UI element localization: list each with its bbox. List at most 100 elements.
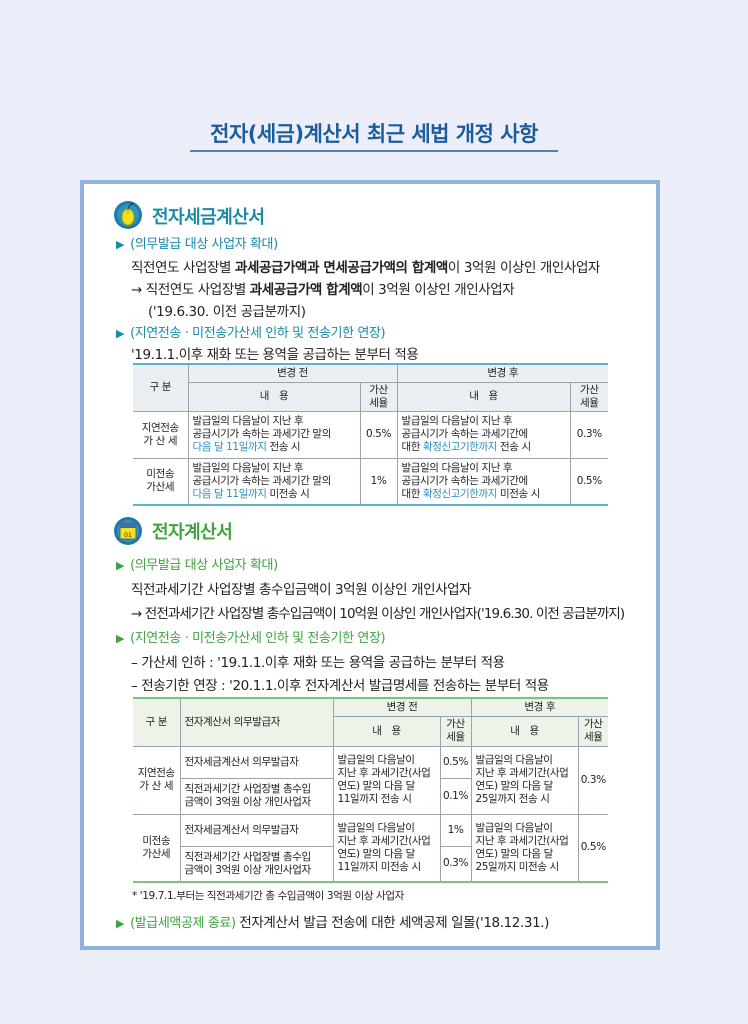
header-category: 구 분 xyxy=(133,363,189,412)
text: 발급일의 다음날이 지난 후 공급시기가 속하는 과세기간에 대한 xyxy=(401,461,529,500)
before-rate: 1% xyxy=(359,457,398,506)
text: 미전송 시 xyxy=(497,487,540,500)
issuer: 직전과세기간 사업장별 총수입 금액이 3억원 이상 개인사업자 xyxy=(180,777,334,815)
after-rate: 0.3% xyxy=(577,745,608,815)
text: 발급일의 다음날이 지난 후 공급시기가 속하는 과세기간 말의 xyxy=(192,415,332,440)
subheading-text: (의무발급 대상 사업자 확대) xyxy=(130,237,278,252)
table-row: 미전송 가산세 전자세금계산서 의무발급자 발급일의 다음날이 지난 후 과세기간(… xyxy=(133,813,608,883)
before-rate: 0.3% xyxy=(439,845,471,883)
issuer: 직전과세기간 사업장별 총수입 금액이 3억원 이상 개인사업자 xyxy=(180,845,334,883)
triangle-bullet-icon: ▶ xyxy=(116,917,125,930)
text-line: – 전송기한 연장 : '20.1.1.이후 전자계산서 발급명세를 전송하는 … xyxy=(131,678,549,694)
subheading-text: (지연전송 · 미전송가산세 인하 및 전송기한 연장) xyxy=(130,326,386,341)
row-label: 지연전송 가 산 세 xyxy=(133,410,189,459)
header-content: 내 용 xyxy=(333,715,441,747)
text-line: → 전전과세기간 사업장별 총수입금액이 10억원 이상인 개인사업자('19.… xyxy=(131,606,625,622)
text: 전송 시 xyxy=(266,441,301,453)
after-content: 발급일의 다음날이 지난 후 과세기간(사업 연도) 말의 다음 달 25일까지… xyxy=(470,813,579,883)
header-content: 내 용 xyxy=(470,715,579,747)
table-row: 직전과세기간 사업장별 총수입 금액이 3억원 이상 개인사업자 0.1% xyxy=(133,777,608,815)
highlight-text: 다음 달 11일까지 xyxy=(192,487,267,500)
after-content: 발급일의 다음날이 지난 후 공급시기가 속하는 과세기간에 대한 확정신고기한… xyxy=(396,457,571,506)
text: → 직전연도 사업장별 xyxy=(131,282,250,298)
section-heading: 전자계산서 xyxy=(152,522,233,543)
before-rate: 0.5% xyxy=(359,410,398,459)
header-issuer: 전자계산서 의무발급자 xyxy=(179,697,334,747)
header-after: 변경 후 xyxy=(396,363,608,383)
row-label: 지연전송 가 산 세 xyxy=(133,745,181,815)
before-rate: 1% xyxy=(439,813,472,847)
subheading-text: (지연전송 · 미전송가산세 인하 및 전송기한 연장) xyxy=(130,631,386,646)
closing-line: ▶ (발급세액공제 종료) 전자계산서 발급 전송에 대한 세액공제 일몰('18… xyxy=(116,911,549,931)
header-after: 변경 후 xyxy=(470,697,608,717)
bold-text: 과세공급가액과 면세공급가액의 합계액 xyxy=(234,260,448,276)
issuer: 전자세금계산서 의무발급자 xyxy=(179,745,334,779)
triangle-bullet-icon: ▶ xyxy=(116,632,125,645)
text: 전송 시 xyxy=(497,441,531,453)
text: 발급일의 다음날이 지난 후 공급시기가 속하는 과세기간에 대한 xyxy=(401,415,529,453)
header-rate: 가산 세율 xyxy=(359,381,398,412)
section-heading: 전자세금계산서 xyxy=(152,207,265,228)
highlight-text: 확정신고기한까지 xyxy=(422,487,498,500)
text: 미전송 시 xyxy=(266,487,310,500)
text: 이 3억원 이상인 개인사업자 xyxy=(447,260,600,276)
title-underline xyxy=(190,150,558,152)
page-title: 전자(세금)계산서 최근 세법 개정 사항 xyxy=(210,122,538,146)
calendar-icon: 01 xyxy=(113,516,143,546)
highlight-text: 다음 달 11일까지 xyxy=(192,441,267,453)
header-content: 내 용 xyxy=(188,381,361,412)
table-row: 지연전송 가 산 세 발급일의 다음날이 지난 후 공급시기가 속하는 과세기간 … xyxy=(133,410,608,459)
text-line: – 가산세 인하 : '19.1.1.이후 재화 또는 용역을 공급하는 분부터… xyxy=(131,655,505,671)
issuer: 전자세금계산서 의무발급자 xyxy=(179,813,334,847)
before-content: 발급일의 다음날이 지난 후 과세기간(사업 연도) 말의 다음 달 11일까지… xyxy=(332,745,441,815)
before-content: 발급일의 다음날이 지난 후 공급시기가 속하는 과세기간 말의 다음 달 11… xyxy=(187,457,361,506)
text-line: → 직전연도 사업장별 과세공급가액 합계액이 3억원 이상인 개인사업자 xyxy=(131,278,515,298)
subheading-text: (의무발급 대상 사업자 확대) xyxy=(130,558,278,573)
before-rate: 0.1% xyxy=(439,777,471,815)
mouse-icon xyxy=(113,200,143,230)
after-rate: 0.5% xyxy=(569,457,608,506)
text: 이 3억원 이상인 개인사업자 xyxy=(362,282,515,298)
highlight-text: 확정신고기한까지 xyxy=(422,441,498,453)
header-before: 변경 전 xyxy=(332,697,472,717)
row-label: 미전송 가산세 xyxy=(133,457,189,506)
header-before: 변경 전 xyxy=(187,363,398,383)
subheading: ▶ (지연전송 · 미전송가산세 인하 및 전송기한 연장) xyxy=(116,322,386,341)
header-rate: 가산 세율 xyxy=(577,715,608,747)
bold-text: 과세공급가액 합계액 xyxy=(249,282,363,298)
after-content: 발급일의 다음날이 지난 후 과세기간(사업 연도) 말의 다음 달 25일까지… xyxy=(470,745,579,815)
after-rate: 0.3% xyxy=(569,410,608,459)
table-row: 미전송 가산세 발급일의 다음날이 지난 후 공급시기가 속하는 과세기간 말의 … xyxy=(133,457,608,506)
subheading-text: (발급세액공제 종료) xyxy=(130,916,236,931)
text: 직전연도 사업장별 xyxy=(131,260,235,276)
table-row: 지연전송 가 산 세 전자세금계산서 의무발급자 발급일의 다음날이 지난 후 과세… xyxy=(133,745,608,815)
text-line: '19.1.1.이후 재화 또는 용역을 공급하는 분부터 적용 xyxy=(131,347,419,363)
subheading: ▶ (지연전송 · 미전송가산세 인하 및 전송기한 연장) xyxy=(116,627,386,646)
after-content: 발급일의 다음날이 지난 후 공급시기가 속하는 과세기간에 대한 확정신고기한… xyxy=(396,410,571,459)
header-content: 내 용 xyxy=(396,381,571,412)
svg-text:01: 01 xyxy=(124,532,132,539)
triangle-bullet-icon: ▶ xyxy=(116,327,125,340)
header-rate: 가산 세율 xyxy=(569,381,608,412)
text-line: 직전연도 사업장별 과세공급가액과 면세공급가액의 합계액이 3억원 이상인 개… xyxy=(131,256,600,276)
text-line: ('19.6.30. 이전 공급분까지) xyxy=(148,304,306,320)
before-rate: 0.5% xyxy=(439,745,472,779)
after-rate: 0.5% xyxy=(577,813,608,883)
row-label: 미전송 가산세 xyxy=(133,813,181,883)
header-category: 구 분 xyxy=(133,697,181,747)
table-row: 직전과세기간 사업장별 총수입 금액이 3억원 이상 개인사업자 0.3% xyxy=(133,845,608,883)
before-content: 발급일의 다음날이 지난 후 과세기간(사업 연도) 말의 다음 달 11일까지… xyxy=(332,813,441,883)
triangle-bullet-icon: ▶ xyxy=(116,238,125,251)
table-section2: 구 분 전자계산서 의무발급자 변경 전 변경 후 내 용 가산 세율 내 용 … xyxy=(133,697,608,883)
text-line: 직전과세기간 사업장별 총수입금액이 3억원 이상인 개인사업자 xyxy=(131,582,472,598)
triangle-bullet-icon: ▶ xyxy=(116,559,125,572)
text: 발급일의 다음날이 지난 후 공급시기가 속하는 과세기간 말의 xyxy=(192,461,332,487)
subheading: ▶ (의무발급 대상 사업자 확대) xyxy=(116,554,278,573)
table-section1: 구 분 변경 전 변경 후 내 용 가산 세율 내 용 가산 세율 지연전송 가… xyxy=(133,363,608,506)
header-rate: 가산 세율 xyxy=(439,715,472,747)
before-content: 발급일의 다음날이 지난 후 공급시기가 속하는 과세기간 말의 다음 달 11… xyxy=(187,410,361,459)
footnote: * '19.7.1.부터는 직전과세기간 총 수입금액이 3억원 이상 사업자 xyxy=(132,890,404,902)
subheading: ▶ (의무발급 대상 사업자 확대) xyxy=(116,233,278,252)
text-line: 전자계산서 발급 전송에 대한 세액공제 일몰('18.12.31.) xyxy=(239,915,550,931)
